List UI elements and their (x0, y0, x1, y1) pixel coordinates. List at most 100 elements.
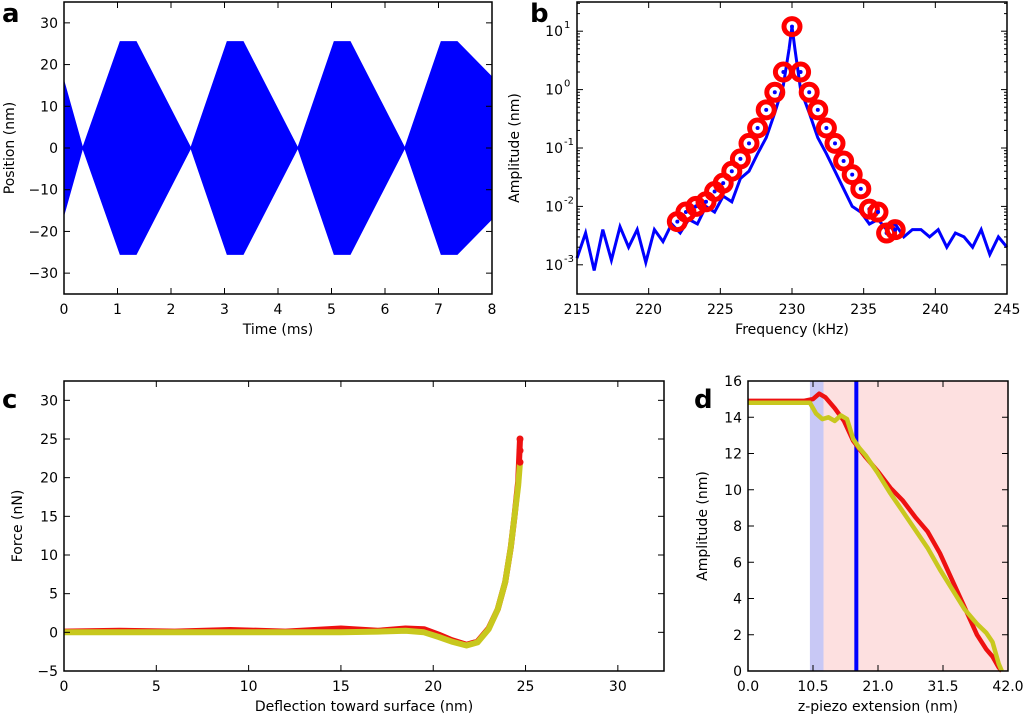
peak-marker-center (850, 172, 855, 177)
peak-marker (850, 178, 872, 200)
peak-marker-center (764, 107, 769, 112)
peak-marker (790, 61, 812, 83)
x-tick-label: 215 (564, 302, 591, 318)
y-tick-label: 10 (40, 548, 58, 564)
y-tick-label: 8 (733, 519, 742, 535)
y-tick-label: −30 (28, 266, 58, 282)
y-axis-label: Force (nN) (10, 490, 26, 563)
y-tick-label: 15 (40, 509, 58, 525)
y-tick-label: −20 (28, 224, 58, 240)
y-tick-label: 20 (40, 58, 58, 74)
shaded-region (809, 381, 824, 671)
y-tick-label: 6 (733, 555, 742, 571)
y-tick-exponent: -1 (564, 137, 574, 148)
x-tick-label: 4 (274, 302, 283, 318)
peak-marker (764, 81, 786, 103)
x-axis-label: Deflection toward surface (nm) (255, 699, 473, 715)
peak-marker-center (833, 141, 837, 146)
y-axis-label: Position (nm) (2, 102, 18, 194)
peak-marker (755, 99, 777, 121)
x-tick-label: 0.0 (737, 679, 759, 695)
panel-label-d: d (694, 385, 713, 415)
peak-marker-center (790, 24, 794, 29)
panel-label-a: a (2, 0, 20, 29)
peak-marker (747, 117, 769, 139)
x-tick-label: 2 (167, 302, 176, 318)
amplitude-curve-olive (748, 400, 1004, 672)
panel-d-chart: 0.0 10.5 21.0 31.5 42.0 16 14 12 10 8 6 4 2 0 z-piezo … (695, 374, 1024, 715)
y-axis-label: Amplitude (nm) (695, 471, 711, 581)
y-tick-label: 10 (545, 199, 563, 215)
x-tick-label: 5 (152, 679, 161, 695)
y-tick-label: 25 (40, 432, 58, 448)
peak-marker (798, 81, 820, 103)
y-tick-label: 10 (545, 24, 563, 40)
y-tick-label: 10 (724, 483, 742, 499)
x-tick-label: 5 (327, 302, 336, 318)
peak-marker (824, 132, 846, 154)
peak-marker-center (824, 126, 829, 131)
y-tick-label: 4 (733, 592, 742, 608)
peak-marker-center (841, 158, 846, 163)
x-tick-label: 230 (779, 302, 806, 318)
x-tick-label: 15 (332, 679, 350, 695)
force-curve-olive (64, 461, 523, 649)
y-tick-label: 5 (49, 587, 58, 603)
peak-marker (815, 117, 837, 139)
y-tick-label: 30 (40, 393, 58, 409)
panel-label-b: b (530, 0, 549, 29)
peak-marker (738, 132, 760, 154)
peak-marker-center (712, 189, 717, 194)
force-curve-red (63, 438, 523, 648)
peak-marker (781, 16, 803, 38)
peak-marker-center (747, 141, 751, 146)
x-tick-label: 0 (60, 679, 69, 695)
y-axis-label: Amplitude (nm) (507, 93, 523, 203)
y-tick-exponent: 0 (564, 79, 570, 90)
y-tick-label: −5 (37, 664, 58, 680)
y-tick-label: 10 (545, 258, 563, 274)
x-tick-label: 42.0 (992, 679, 1023, 695)
peak-marker (884, 219, 906, 241)
panel-label-c: c (2, 385, 17, 415)
x-tick-label: 3 (220, 302, 229, 318)
peak-marker-center (815, 107, 820, 112)
x-tick-label: 235 (850, 302, 877, 318)
amplitude-curve-red (748, 391, 1004, 673)
y-tick-label: 10 (40, 99, 58, 115)
y-tick-label: 14 (724, 410, 742, 426)
x-tick-label: 20 (424, 679, 442, 695)
oscillation-envelope (63, 41, 493, 255)
peak-marker-center (807, 90, 812, 95)
panel-a-chart: 0 1 2 3 4 5 6 7 8 30 20 10 0 −10 −20 −30 Time (ms) Positi… (2, 1, 496, 338)
x-tick-label: 0 (60, 302, 69, 318)
x-tick-label: 25 (517, 679, 535, 695)
spectrum-line (575, 26, 1009, 271)
x-tick-label: 225 (707, 302, 734, 318)
peak-marker-center (704, 199, 708, 204)
peak-marker-center (755, 126, 760, 131)
y-tick-exponent: 1 (564, 20, 570, 31)
peak-marker (867, 201, 889, 223)
y-tick-exponent: -2 (564, 195, 574, 206)
force-endpoint-dot (516, 435, 524, 443)
x-tick-label: 30 (609, 679, 627, 695)
x-tick-label: 10.5 (797, 679, 828, 695)
peak-marker-center (675, 219, 680, 224)
x-tick-label: 245 (994, 302, 1021, 318)
peak-marker-center (781, 70, 786, 75)
peak-marker-center (721, 181, 726, 186)
peak-marker (807, 99, 829, 121)
x-tick-label: 6 (381, 302, 390, 318)
y-tick-label: 10 (545, 83, 563, 99)
y-tick-label: 2 (733, 628, 742, 644)
y-tick-label: 0 (733, 664, 742, 680)
peak-marker-center (876, 210, 880, 215)
x-tick-label: 21.0 (862, 679, 893, 695)
y-tick-label: 30 (40, 16, 58, 32)
x-tick-label: 7 (434, 302, 443, 318)
force-endpoint-dot (516, 458, 524, 466)
y-tick-label: 0 (49, 141, 58, 157)
